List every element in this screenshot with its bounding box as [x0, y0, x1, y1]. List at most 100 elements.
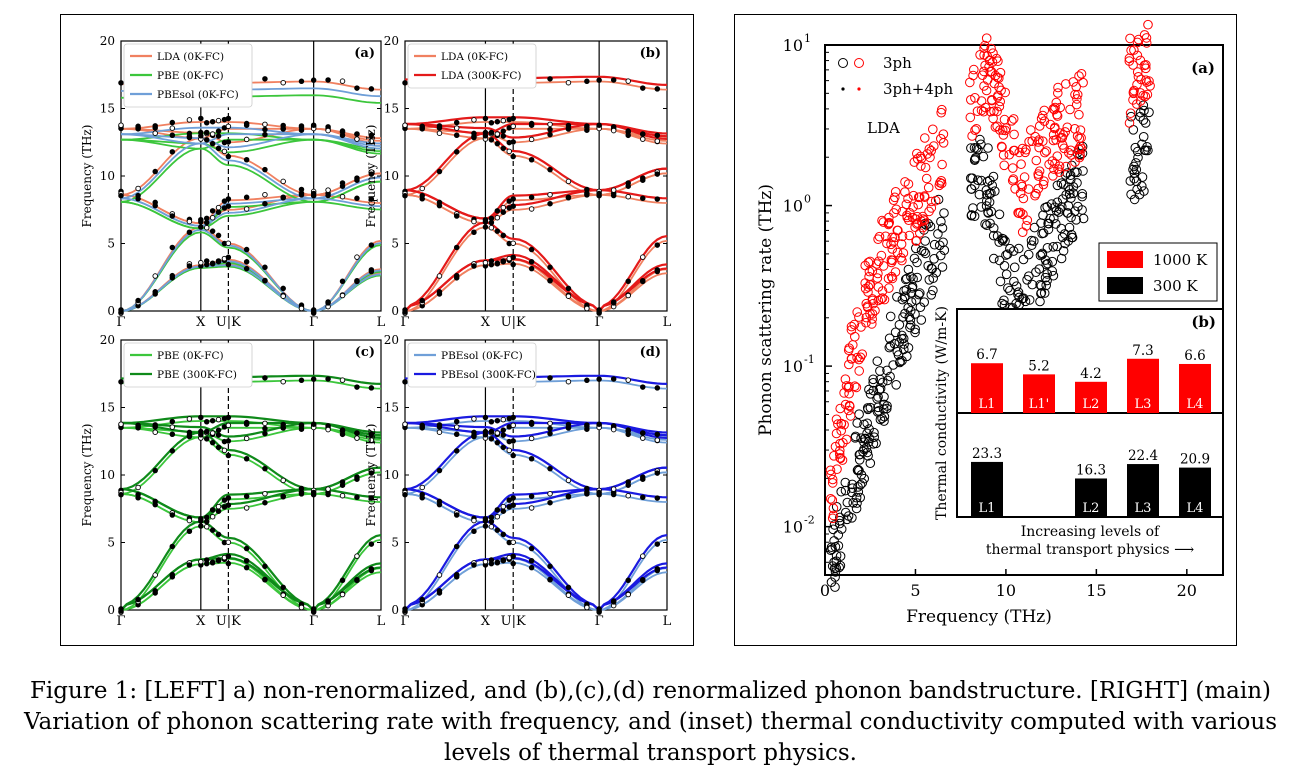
experiment-point — [640, 476, 646, 482]
experiment-point — [310, 608, 317, 614]
experiment-point — [354, 384, 360, 390]
y-axis-label: Frequency (THz) — [364, 125, 378, 228]
experiment-point — [453, 543, 460, 550]
scatter-point — [871, 438, 881, 449]
y-tick-label: 15 — [100, 401, 115, 415]
experiment-point — [494, 261, 501, 267]
scatter-point — [981, 33, 992, 44]
scatter-point — [919, 192, 930, 202]
scatter-point — [1008, 174, 1019, 184]
left-figure-frame: 0 5 10 15 20 Γ X U|K Γ L Frequency (THz) LDA (0K-FC… — [60, 14, 694, 646]
scatter-point — [831, 428, 842, 439]
experiment-point — [354, 277, 360, 284]
scatter-point — [1072, 94, 1082, 104]
scatter-point — [921, 173, 932, 184]
experiment-point — [488, 215, 495, 222]
scatter-point — [904, 312, 915, 323]
scatter-point — [987, 95, 997, 106]
scatter-point — [835, 560, 846, 571]
experiment-point — [339, 479, 346, 485]
scatter-point — [895, 356, 905, 367]
experiment-point — [640, 494, 646, 501]
scatter-point — [1048, 270, 1059, 281]
scatter-point — [902, 273, 912, 284]
scatter-point — [1139, 145, 1150, 155]
experiment-point — [494, 527, 501, 533]
experiment-point — [528, 136, 535, 143]
experiment-point — [310, 421, 317, 427]
scatter-point — [1042, 202, 1053, 212]
scatter-point — [937, 104, 947, 115]
experiment-point — [500, 209, 507, 215]
experiment-point — [654, 431, 661, 438]
scatter-point — [882, 238, 892, 249]
experiment-point — [471, 517, 477, 524]
scatter-point — [937, 262, 948, 272]
band-curve — [120, 147, 382, 211]
k-point-label: Γ — [400, 614, 409, 629]
bar-level-label: L2 — [1083, 397, 1100, 412]
experiment-point — [494, 513, 501, 520]
experiment-point — [528, 120, 535, 127]
scatter-point — [906, 297, 917, 307]
scatter-point — [1056, 253, 1067, 264]
scatter-point — [878, 261, 889, 271]
experiment-point — [262, 200, 268, 207]
bar-value-label: 6.7 — [976, 347, 997, 363]
scatter-point — [879, 399, 889, 410]
experiment-point — [198, 414, 204, 421]
experiment-point — [488, 137, 495, 143]
scatter-point — [1068, 77, 1079, 87]
experiment-point — [354, 435, 360, 441]
scatter-point — [1139, 30, 1150, 40]
experiment-point — [152, 199, 158, 206]
scatter-point — [999, 261, 1010, 271]
scatter-point — [893, 350, 904, 360]
experiment-point — [203, 514, 210, 521]
experiment-point — [584, 192, 590, 198]
scatter-point — [1064, 185, 1075, 195]
experiment-point — [262, 465, 268, 472]
experiment-point — [625, 428, 631, 434]
scatter-point — [892, 292, 902, 302]
scatter-point — [1047, 266, 1058, 276]
experiment-point — [354, 494, 360, 501]
scatter-point — [966, 173, 976, 183]
experiment-point — [610, 299, 617, 305]
experiment-point — [610, 376, 617, 382]
scatter-point — [1000, 236, 1010, 246]
scatter-point — [1035, 296, 1045, 307]
experiment-point — [510, 153, 516, 160]
scatter-point — [929, 254, 939, 264]
experiment-point — [243, 157, 250, 163]
experiment-point — [262, 121, 268, 128]
legend-entry: PBE (0K-FC) — [157, 70, 224, 82]
experiment-point — [215, 531, 222, 538]
experiment-point — [243, 435, 250, 442]
scatter-point — [1061, 190, 1072, 200]
scatter-point — [1072, 178, 1082, 188]
experiment-point — [547, 131, 553, 138]
experiment-point — [203, 428, 210, 435]
experiment-point — [354, 131, 360, 137]
experiment-point — [186, 229, 193, 236]
legend-marker-4ph-red — [857, 87, 861, 91]
scatter-point — [1042, 275, 1052, 286]
legend-entry: PBEsol (0K-FC) — [157, 89, 239, 101]
scatter-point — [1015, 188, 1026, 199]
experiment-point — [215, 508, 222, 514]
panel-label: (a) — [354, 46, 375, 61]
experiment-point — [471, 117, 477, 123]
experiment-point — [368, 138, 375, 144]
scatter-point — [1129, 45, 1139, 55]
scatter-point — [926, 196, 937, 207]
scatter-point — [847, 483, 858, 494]
scatter-point — [854, 455, 865, 465]
scatter-point — [863, 451, 873, 461]
scatter-point — [884, 283, 894, 293]
scatter-point — [1052, 151, 1063, 161]
scatter-point — [850, 331, 860, 342]
experiment-point — [510, 261, 516, 268]
scatter-point — [988, 223, 999, 233]
